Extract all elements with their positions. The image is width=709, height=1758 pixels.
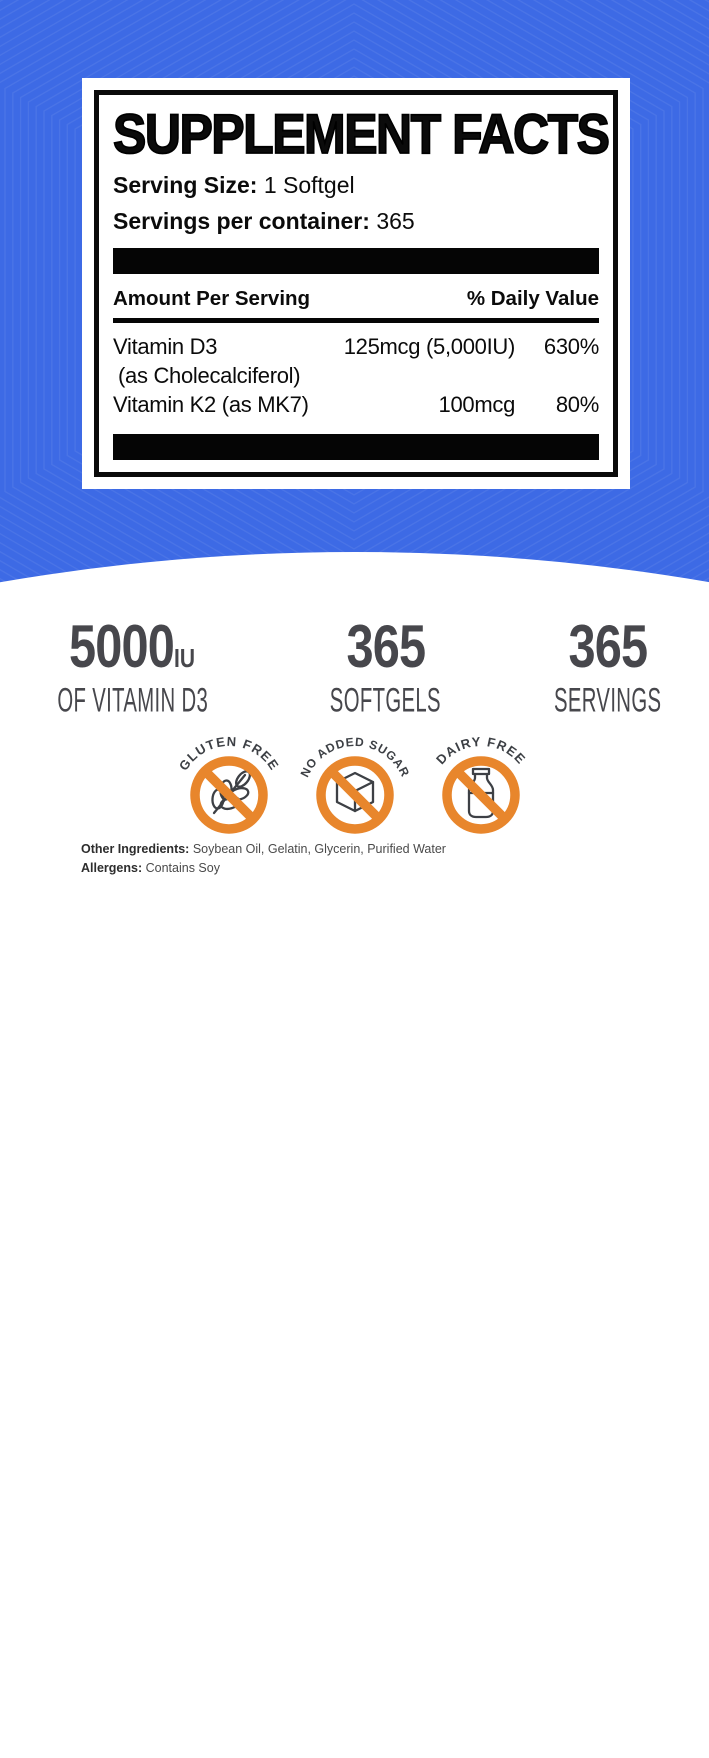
svg-text:GLUTEN FREE: GLUTEN FREE	[175, 734, 281, 773]
stat-number: 365	[346, 612, 426, 681]
prohibition-ring	[315, 756, 394, 834]
stat-label: SOFTGELS	[329, 682, 442, 720]
badge-label: GLUTEN FREE	[175, 734, 280, 773]
allergens-value: Contains Soy	[145, 860, 220, 875]
amount-per-serving-header: Amount Per Serving	[113, 286, 311, 310]
table-row: Vitamin K2 (as MK7) 100mcg 80%	[113, 390, 599, 419]
supplement-facts-panel: SUPPLEMENT FACTS Serving Size: 1 Softgel…	[82, 78, 630, 489]
badges-row: GLUTEN FREE NO ADDED SUGAR DAIRY FREE	[0, 729, 709, 837]
no-added-sugar-badge: NO ADDED SUGAR	[297, 735, 411, 834]
other-ingredients-value: Soybean Oil, Gelatin, Glycerin, Purified…	[192, 842, 446, 856]
stat-vitamin-d3: 5000IU OF VITAMIN D3	[0, 616, 273, 719]
stat-value: 365	[568, 616, 648, 677]
footer-text: Other Ingredients: Soybean Oil, Gelatin,…	[81, 840, 446, 877]
nutrient-name-continuation: (as Cholecalciferol)	[118, 362, 301, 388]
supplement-facts-title: SUPPLEMENT FACTS	[112, 102, 611, 166]
serving-size-value: 1 Softgel	[263, 171, 355, 198]
prohibition-ring	[189, 756, 268, 834]
nutrient-amount: 125mcg (5,000IU)	[343, 333, 516, 359]
serving-size-label: Serving Size:	[113, 171, 258, 198]
prohibition-slash	[327, 767, 382, 823]
separator-bar-bottom	[113, 434, 599, 460]
stat-number: 5000	[69, 612, 175, 681]
servings-per-container-label: Servings per container:	[113, 207, 370, 234]
stat-number: 365	[568, 612, 648, 681]
stat-value: 5000IU	[69, 616, 196, 677]
allergens-label: Allergens:	[81, 860, 143, 875]
stat-label: OF VITAMIN D3	[57, 682, 208, 720]
gluten-free-badge: GLUTEN FREE	[175, 734, 281, 834]
nutrient-amount: 100mcg	[438, 391, 516, 417]
nutrient-name: Vitamin D3	[113, 333, 218, 359]
prohibition-slash	[453, 767, 508, 823]
dairy-free-badge: DAIRY FREE	[433, 734, 527, 834]
nutrient-daily-value: 630%	[543, 333, 599, 359]
table-row: Vitamin D3 125mcg (5,000IU) 630%	[113, 332, 599, 361]
serving-size-line: Serving Size: 1 Softgel	[113, 172, 599, 199]
daily-value-header: % Daily Value	[466, 286, 599, 310]
nutrient-daily-value: 80%	[555, 391, 599, 417]
prohibition-slash	[201, 767, 256, 823]
stats-row: 5000IU OF VITAMIN D3 365 SOFTGELS 365 SE…	[0, 616, 709, 719]
separator-bar-top	[113, 247, 599, 274]
other-ingredients-label: Other Ingredients:	[81, 842, 190, 856]
stat-label: SERVINGS	[553, 682, 662, 720]
stat-value: 365	[346, 616, 426, 677]
other-ingredients-line: Other Ingredients: Soybean Oil, Gelatin,…	[81, 840, 446, 859]
prohibition-ring	[441, 756, 520, 834]
stat-unit: IU	[174, 644, 196, 674]
stat-softgels: 365 SOFTGELS	[273, 616, 498, 719]
nutrient-table: Vitamin D3 125mcg (5,000IU) 630% (as Cho…	[113, 332, 599, 419]
table-header-rule	[113, 317, 599, 323]
supplement-facts-border: SUPPLEMENT FACTS Serving Size: 1 Softgel…	[94, 90, 618, 477]
servings-per-container-value: 365	[376, 207, 415, 234]
table-header-row: Amount Per Serving % Daily Value	[113, 287, 599, 311]
allergens-line: Allergens: Contains Soy	[81, 859, 446, 878]
stat-servings: 365 SERVINGS	[498, 616, 709, 719]
servings-per-container-line: Servings per container: 365	[113, 208, 599, 235]
nutrient-name: Vitamin K2 (as MK7)	[113, 391, 309, 417]
